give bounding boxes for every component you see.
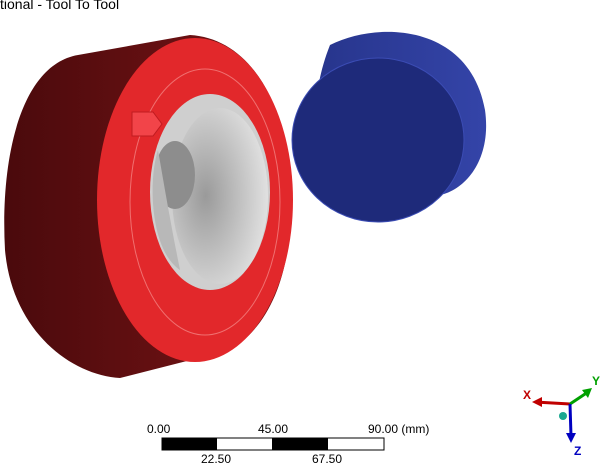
z-axis-head bbox=[566, 433, 576, 443]
triad-origin-sphere bbox=[559, 412, 567, 420]
z-axis-arrow bbox=[568, 403, 573, 437]
cylinder-part[interactable] bbox=[291, 31, 487, 223]
contact-marker[interactable] bbox=[131, 111, 163, 137]
ring-bore-inner[interactable] bbox=[172, 108, 268, 284]
x-axis-head bbox=[532, 397, 542, 407]
triad-z-label: Z bbox=[574, 444, 582, 458]
y-axis-head bbox=[582, 388, 592, 398]
scale-label-67: 67.50 bbox=[312, 452, 343, 466]
scale-label-22: 22.50 bbox=[201, 452, 232, 466]
triad-y-label: Y bbox=[592, 374, 600, 388]
cylinder-front-face[interactable] bbox=[292, 58, 464, 222]
coordinate-triad[interactable] bbox=[532, 388, 592, 443]
triad-x-label: X bbox=[523, 388, 532, 402]
scale-bar bbox=[161, 437, 385, 451]
ring-bore-shadow bbox=[152, 150, 180, 270]
ring-part[interactable] bbox=[4, 35, 293, 378]
scale-label-90: 90.00 (mm) bbox=[368, 422, 430, 436]
viewport-title: tional - Tool To Tool bbox=[0, 0, 120, 12]
scale-label-45: 45.00 bbox=[258, 422, 289, 436]
scale-label-0: 0.00 bbox=[147, 422, 171, 436]
cylinder-face-edge bbox=[291, 57, 465, 223]
ring-front-inner-edge bbox=[129, 68, 281, 336]
